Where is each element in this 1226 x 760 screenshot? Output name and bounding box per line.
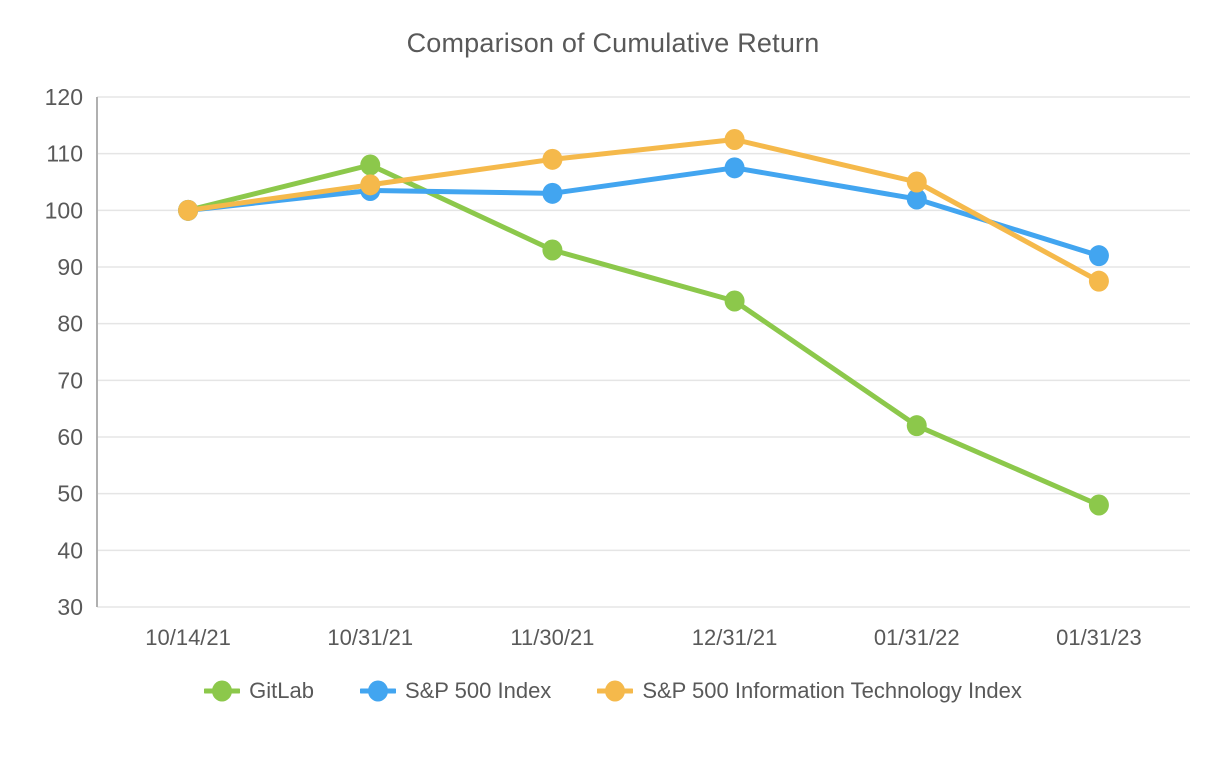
legend-label: S&P 500 Index [404,678,552,703]
data-point [1088,245,1109,267]
x-axis-label: 11/30/21 [510,625,594,650]
legend-label: S&P 500 Information Technology Index [642,678,1022,703]
y-axis-label: 90 [57,254,83,280]
data-point [542,182,563,204]
y-axis-label: 110 [46,141,83,167]
x-axis-label: 10/14/21 [145,625,231,650]
data-point [178,199,199,221]
data-point [1088,270,1109,292]
x-axis-label: 10/31/21 [327,625,413,650]
y-axis-label: 60 [57,424,83,450]
legend-item: S&P 500 Index [359,678,552,704]
x-axis-label: 12/31/21 [692,625,778,650]
y-axis-label: 40 [57,537,83,563]
data-point [906,171,927,193]
data-point [724,157,745,179]
y-axis-label: 80 [57,311,83,337]
series-line [185,162,1102,508]
legend-item: S&P 500 Information Technology Index [597,678,1022,704]
chart-title: Comparison of Cumulative Return [406,28,820,58]
chart-legend: GitLab S&P 500 Index S&P 500 Information T… [0,678,1226,704]
series-line [185,137,1102,284]
data-point [542,239,563,261]
legend-item: GitLab [204,678,314,704]
data-point [1088,494,1109,516]
y-axis-label: 70 [57,367,83,393]
y-axis-label: 120 [45,84,83,110]
data-point [906,415,927,437]
legend-marker-icon [204,680,241,702]
data-point [724,290,745,312]
legend-marker-icon [359,680,396,702]
data-point [542,148,563,170]
data-point [906,188,927,210]
data-point [360,174,381,196]
series-line [185,165,1102,259]
y-axis-label: 50 [57,481,83,507]
x-axis-label: 01/31/22 [874,625,960,650]
data-point [724,129,745,150]
legend-marker-icon [597,680,634,702]
y-axis-label: 30 [57,594,83,620]
data-point [360,154,381,176]
y-axis-label: 100 [45,197,83,223]
x-axis-label: 01/31/23 [1056,625,1142,650]
legend-label: GitLab [249,678,314,703]
